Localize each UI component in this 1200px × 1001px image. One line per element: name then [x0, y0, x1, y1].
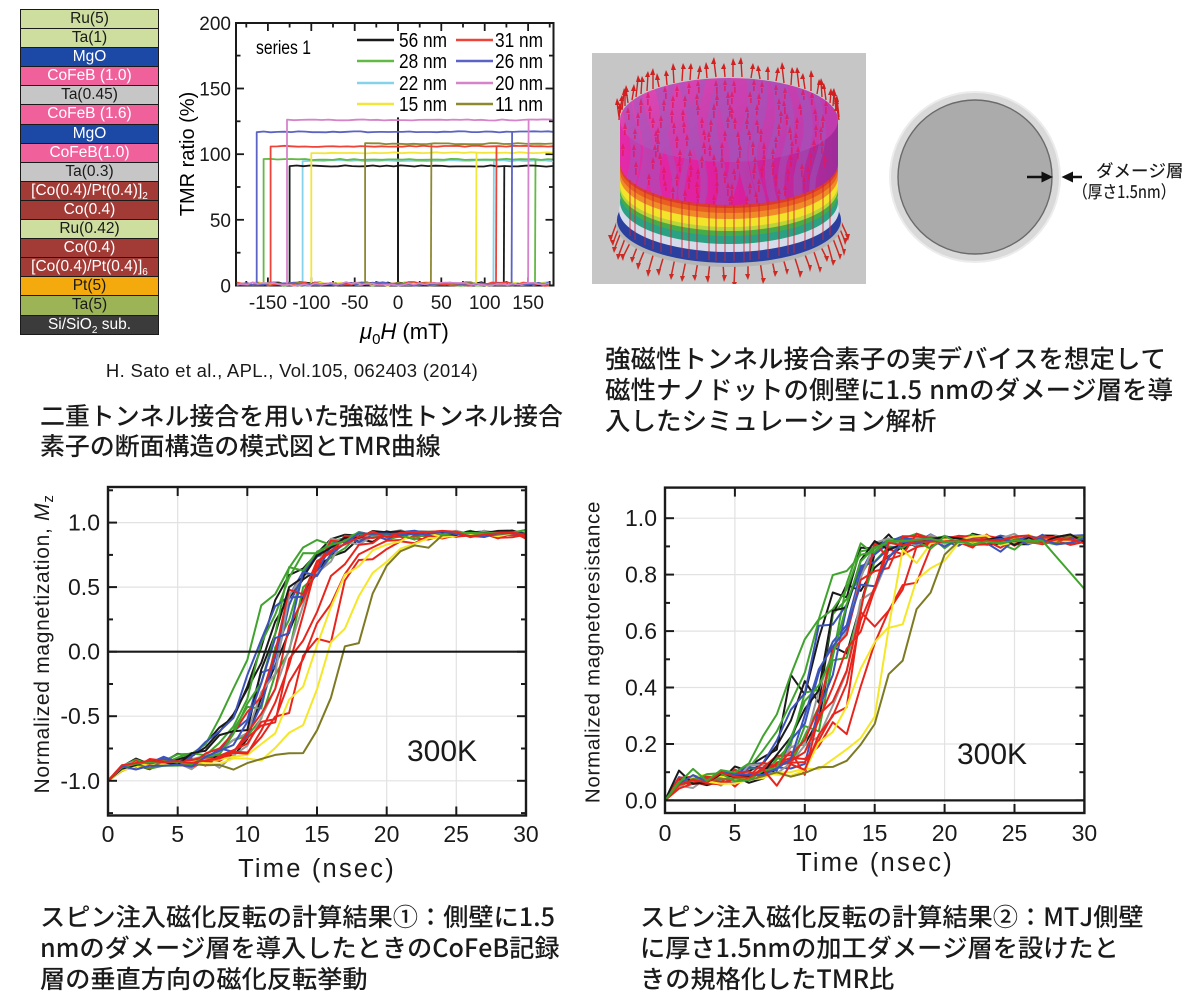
svg-text:30: 30 — [1072, 820, 1098, 846]
svg-text:100: 100 — [199, 145, 231, 166]
svg-text:series 1: series 1 — [256, 37, 311, 59]
svg-text:50: 50 — [431, 293, 452, 314]
svg-text:15 nm: 15 nm — [399, 94, 447, 116]
svg-text:50: 50 — [210, 211, 231, 232]
svg-text:-150: -150 — [249, 293, 287, 314]
svg-text:25: 25 — [443, 821, 469, 847]
svg-text:-100: -100 — [292, 293, 330, 314]
svg-text:-50: -50 — [341, 293, 368, 314]
svg-text:Normalized magnetization, Mz: Normalized magnetization, Mz — [31, 494, 57, 793]
svg-text:0.5: 0.5 — [68, 574, 100, 600]
svg-text:0.8: 0.8 — [625, 562, 657, 588]
svg-text:0: 0 — [220, 277, 231, 298]
svg-text:11 nm: 11 nm — [495, 94, 543, 116]
svg-text:μ0H (mT): μ0H (mT) — [359, 319, 449, 348]
svg-text:300K: 300K — [957, 738, 1027, 771]
svg-text:1.0: 1.0 — [68, 510, 100, 536]
svg-text:0.2: 0.2 — [625, 731, 657, 757]
svg-text:20: 20 — [374, 821, 400, 847]
svg-text:15: 15 — [862, 820, 888, 846]
svg-text:-0.5: -0.5 — [60, 703, 100, 729]
svg-text:15: 15 — [304, 821, 330, 847]
svg-text:150: 150 — [199, 80, 231, 101]
svg-text:5: 5 — [729, 820, 742, 846]
svg-text:5: 5 — [171, 821, 184, 847]
svg-text:26 nm: 26 nm — [495, 51, 543, 73]
svg-text:200: 200 — [199, 14, 231, 35]
svg-text:150: 150 — [512, 293, 544, 314]
svg-text:28 nm: 28 nm — [399, 51, 447, 73]
svg-text:Time (nsec): Time (nsec) — [238, 855, 396, 883]
svg-text:0.0: 0.0 — [625, 787, 657, 813]
svg-text:0.0: 0.0 — [68, 639, 100, 665]
svg-text:0: 0 — [102, 821, 115, 847]
svg-text:-1.0: -1.0 — [60, 768, 100, 794]
svg-text:22 nm: 22 nm — [399, 73, 447, 95]
svg-text:Time (nsec): Time (nsec) — [796, 849, 954, 877]
svg-text:0: 0 — [659, 820, 672, 846]
svg-text:25: 25 — [1002, 820, 1028, 846]
svg-text:Normalized magnetoresistance: Normalized magnetoresistance — [582, 501, 605, 803]
svg-text:20: 20 — [932, 820, 958, 846]
svg-text:TMR ratio (%): TMR ratio (%) — [177, 92, 199, 216]
svg-text:20 nm: 20 nm — [495, 73, 543, 95]
svg-text:0.6: 0.6 — [625, 618, 657, 644]
svg-text:300K: 300K — [407, 735, 477, 768]
svg-text:0.4: 0.4 — [625, 675, 657, 701]
svg-text:100: 100 — [469, 293, 501, 314]
svg-text:31 nm: 31 nm — [495, 30, 543, 52]
svg-text:10: 10 — [792, 820, 818, 846]
svg-text:0: 0 — [393, 293, 404, 314]
svg-text:30: 30 — [513, 821, 539, 847]
svg-text:10: 10 — [235, 821, 261, 847]
svg-text:1.0: 1.0 — [625, 505, 657, 531]
svg-text:56 nm: 56 nm — [399, 30, 447, 52]
